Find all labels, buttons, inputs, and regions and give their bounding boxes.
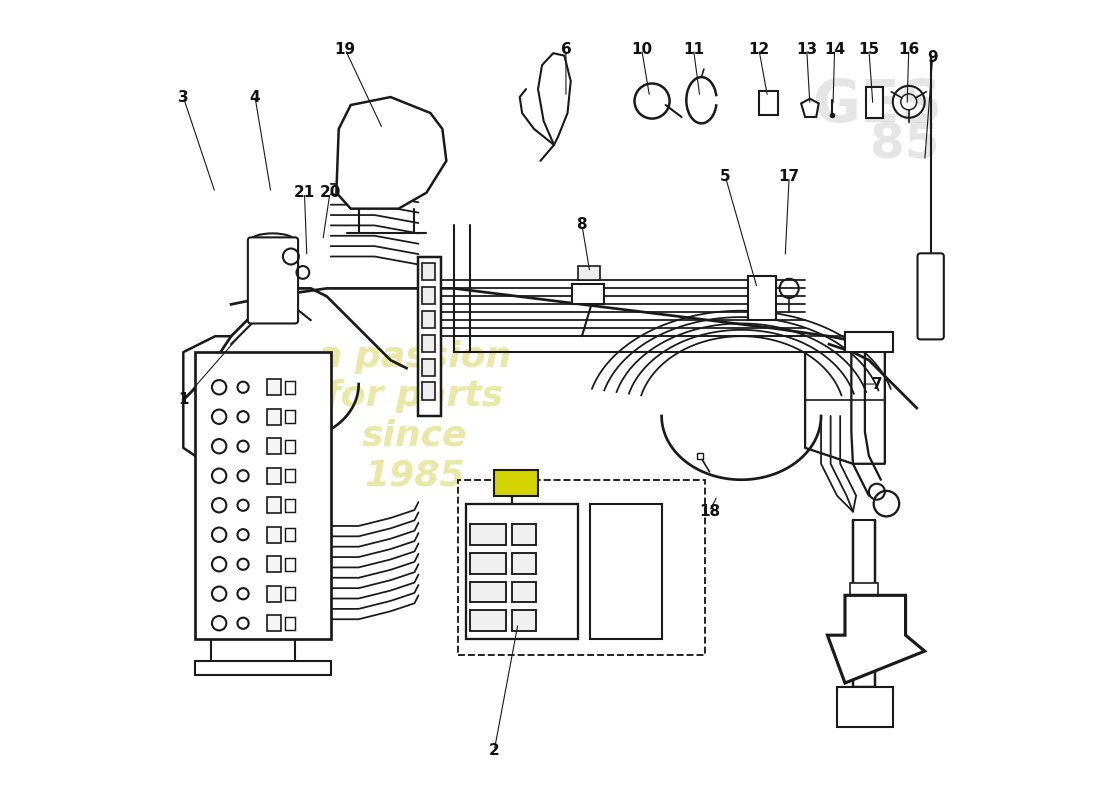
Bar — [759, 90, 778, 114]
Text: 10: 10 — [631, 42, 652, 57]
Bar — [422, 286, 436, 304]
Text: 16: 16 — [898, 42, 920, 57]
Text: 3: 3 — [178, 90, 188, 105]
Bar — [267, 586, 282, 602]
Bar — [195, 352, 331, 639]
Bar — [422, 382, 436, 400]
Text: 7: 7 — [871, 377, 882, 391]
Bar — [285, 558, 295, 570]
Text: 85: 85 — [870, 121, 939, 169]
Bar — [845, 332, 893, 352]
Bar — [866, 87, 883, 118]
Bar — [578, 266, 601, 281]
Polygon shape — [337, 97, 447, 209]
Text: 19: 19 — [334, 42, 355, 57]
Text: 20: 20 — [319, 186, 341, 200]
Bar — [195, 661, 331, 675]
Bar — [267, 379, 282, 395]
Polygon shape — [801, 98, 818, 117]
Bar — [285, 499, 295, 512]
Text: 9: 9 — [927, 50, 938, 65]
Bar — [285, 381, 295, 394]
Text: 4: 4 — [250, 90, 261, 105]
Text: a passion
for parts
since
1985: a passion for parts since 1985 — [318, 340, 512, 492]
Bar — [422, 334, 436, 352]
Bar — [285, 440, 295, 453]
Text: 2: 2 — [488, 743, 499, 758]
Bar — [850, 583, 879, 623]
Bar — [471, 610, 506, 631]
Bar — [285, 410, 295, 423]
Bar — [590, 504, 661, 639]
Text: 18: 18 — [698, 504, 720, 519]
Bar — [748, 277, 777, 320]
Bar — [422, 263, 436, 281]
Text: 15: 15 — [858, 42, 880, 57]
Bar — [285, 587, 295, 600]
Text: 6: 6 — [561, 42, 571, 57]
Bar — [459, 480, 705, 655]
Bar — [471, 553, 506, 574]
Bar — [285, 528, 295, 541]
Text: 1: 1 — [178, 393, 188, 407]
Bar — [285, 617, 295, 630]
Bar — [512, 582, 536, 602]
Bar — [285, 470, 295, 482]
Text: 8: 8 — [576, 217, 587, 232]
Text: GES: GES — [812, 77, 942, 134]
Bar — [512, 553, 536, 574]
Bar — [267, 409, 282, 425]
Text: 13: 13 — [796, 42, 817, 57]
Bar — [267, 468, 282, 484]
Bar — [267, 498, 282, 514]
Bar — [844, 641, 884, 655]
Bar — [422, 358, 436, 376]
Bar — [418, 257, 441, 416]
Text: 21: 21 — [294, 186, 315, 200]
Text: 5: 5 — [720, 170, 730, 184]
Bar — [267, 526, 282, 542]
Bar — [267, 556, 282, 572]
Bar — [572, 284, 604, 304]
FancyBboxPatch shape — [248, 238, 298, 323]
Bar — [837, 687, 893, 727]
FancyBboxPatch shape — [917, 254, 944, 339]
Bar — [267, 615, 282, 631]
Bar — [471, 524, 506, 545]
Text: 17: 17 — [779, 170, 800, 184]
Bar — [267, 438, 282, 454]
Text: 11: 11 — [683, 42, 704, 57]
Polygon shape — [538, 54, 571, 145]
Bar — [422, 310, 436, 328]
Bar — [466, 504, 578, 639]
Polygon shape — [827, 595, 925, 683]
Bar — [512, 524, 536, 545]
Bar — [471, 582, 506, 602]
Bar — [512, 610, 536, 631]
Text: 12: 12 — [748, 42, 770, 57]
Bar — [494, 470, 538, 496]
Text: 14: 14 — [824, 42, 845, 57]
